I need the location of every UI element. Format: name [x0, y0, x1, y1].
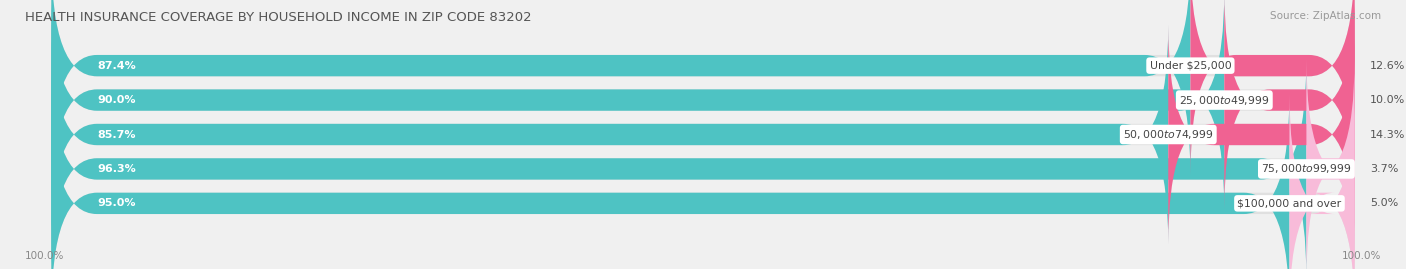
FancyBboxPatch shape	[52, 59, 1306, 269]
FancyBboxPatch shape	[52, 59, 1354, 269]
Text: $50,000 to $74,999: $50,000 to $74,999	[1123, 128, 1213, 141]
FancyBboxPatch shape	[52, 25, 1168, 244]
Text: 10.0%: 10.0%	[1371, 95, 1406, 105]
Text: 85.7%: 85.7%	[97, 129, 135, 140]
Text: 90.0%: 90.0%	[97, 95, 135, 105]
FancyBboxPatch shape	[1306, 59, 1354, 269]
Text: $25,000 to $49,999: $25,000 to $49,999	[1180, 94, 1270, 107]
Text: 12.6%: 12.6%	[1371, 61, 1406, 71]
FancyBboxPatch shape	[52, 0, 1354, 210]
FancyBboxPatch shape	[52, 25, 1354, 244]
Text: $100,000 and over: $100,000 and over	[1237, 198, 1341, 208]
Text: 95.0%: 95.0%	[97, 198, 135, 208]
Text: 5.0%: 5.0%	[1371, 198, 1399, 208]
Text: 100.0%: 100.0%	[1341, 251, 1381, 261]
Text: HEALTH INSURANCE COVERAGE BY HOUSEHOLD INCOME IN ZIP CODE 83202: HEALTH INSURANCE COVERAGE BY HOUSEHOLD I…	[25, 11, 531, 24]
Text: Source: ZipAtlas.com: Source: ZipAtlas.com	[1270, 11, 1381, 21]
FancyBboxPatch shape	[1225, 0, 1354, 210]
FancyBboxPatch shape	[52, 0, 1354, 175]
FancyBboxPatch shape	[1168, 25, 1354, 244]
Text: 87.4%: 87.4%	[97, 61, 136, 71]
Text: Under $25,000: Under $25,000	[1150, 61, 1232, 71]
FancyBboxPatch shape	[52, 94, 1354, 269]
Text: 96.3%: 96.3%	[97, 164, 136, 174]
FancyBboxPatch shape	[52, 94, 1289, 269]
FancyBboxPatch shape	[1191, 0, 1354, 175]
FancyBboxPatch shape	[52, 0, 1225, 210]
Text: 3.7%: 3.7%	[1371, 164, 1399, 174]
Text: 14.3%: 14.3%	[1371, 129, 1406, 140]
FancyBboxPatch shape	[52, 0, 1191, 175]
FancyBboxPatch shape	[1289, 94, 1354, 269]
Text: 100.0%: 100.0%	[25, 251, 65, 261]
Text: $75,000 to $99,999: $75,000 to $99,999	[1261, 162, 1351, 175]
